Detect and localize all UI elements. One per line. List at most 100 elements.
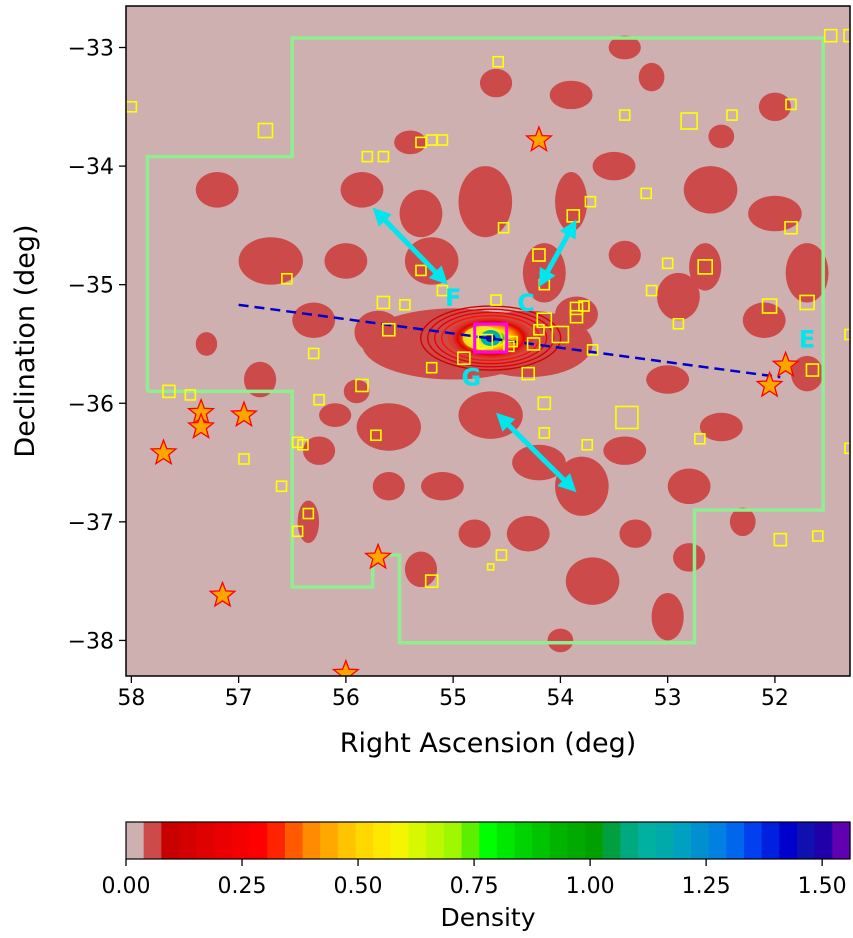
x-tick-label-2: 56 xyxy=(332,686,360,711)
colorbar-cell-32 xyxy=(691,822,710,859)
square-marker-18 xyxy=(784,220,798,235)
plot-area: F C E G xyxy=(125,5,851,677)
arrow-head-start-2 xyxy=(496,412,516,432)
arrow-head-end-0 xyxy=(428,265,448,285)
square-marker-35 xyxy=(672,318,685,330)
colorbar-cell-0 xyxy=(126,822,145,859)
density-blob-45 xyxy=(302,436,336,465)
colorbar-cell-5 xyxy=(214,822,233,859)
colorbar-cell-40 xyxy=(832,822,851,859)
square-marker-13 xyxy=(843,28,850,43)
density-blob-4 xyxy=(689,243,722,291)
square-marker-32 xyxy=(569,309,584,324)
star-marker-8 xyxy=(755,370,784,398)
contour-ring-1 xyxy=(426,308,555,368)
density-blob-17 xyxy=(656,272,700,321)
colorbar-tick-label-2: 0.50 xyxy=(334,874,383,899)
arrow-1 xyxy=(538,219,577,288)
density-blob-23 xyxy=(243,361,277,398)
density-blob-9 xyxy=(399,189,443,238)
x-tick-label-3: 55 xyxy=(439,686,467,711)
square-marker-56 xyxy=(538,427,551,439)
square-marker-49 xyxy=(805,363,820,377)
y-axis-title: Declination (deg) xyxy=(10,224,41,457)
density-blob-20 xyxy=(195,172,239,208)
density-blob-15 xyxy=(785,243,829,303)
x-tick-label-5: 53 xyxy=(654,686,682,711)
survey-footprint xyxy=(145,36,825,645)
density-blob-16 xyxy=(742,302,786,339)
star-marker-0 xyxy=(524,125,554,152)
square-marker-48 xyxy=(521,366,536,381)
density-blob-35 xyxy=(404,551,438,588)
colorbar-cell-33 xyxy=(708,822,727,859)
colorbar-cell-11 xyxy=(320,822,339,859)
colorbar-tick-label-5: 1.25 xyxy=(682,874,731,899)
colorbar-cell-7 xyxy=(249,822,268,859)
square-marker-63 xyxy=(275,480,288,493)
square-marker-10 xyxy=(726,109,738,121)
square-marker-61 xyxy=(291,436,304,449)
x-tick-label-0: 58 xyxy=(117,686,145,711)
square-marker-70 xyxy=(773,532,788,547)
star-marker-5 xyxy=(208,580,237,608)
square-marker-55 xyxy=(615,405,639,430)
density-blob-53 xyxy=(619,519,652,548)
square-marker-57 xyxy=(370,429,382,442)
y-tick-label-0: −38 xyxy=(68,629,114,654)
star-markers xyxy=(149,125,800,676)
square-marker-3 xyxy=(377,150,390,163)
square-marker-9 xyxy=(680,112,698,130)
star-marker-6 xyxy=(363,542,393,570)
colorbar-cell-1 xyxy=(143,822,162,859)
colorbar-cell-9 xyxy=(284,822,304,859)
square-marker-26 xyxy=(436,284,449,297)
density-blob-41 xyxy=(479,68,513,98)
density-blob-10 xyxy=(458,166,513,238)
density-blob-29 xyxy=(565,557,620,605)
arrow-head-end-1 xyxy=(559,219,577,240)
square-marker-51 xyxy=(184,389,197,401)
square-marker-7 xyxy=(492,55,504,68)
colorbar-cell-19 xyxy=(461,822,480,859)
colorbar-cell-34 xyxy=(726,822,745,859)
colorbar-cell-4 xyxy=(196,822,215,859)
density-blob-34 xyxy=(458,519,491,548)
colorbar-cells xyxy=(126,822,851,859)
square-marker-2 xyxy=(361,150,374,163)
arrow-head-end-2 xyxy=(557,473,577,493)
square-marker-31 xyxy=(578,300,590,312)
square-marker-54 xyxy=(537,396,552,411)
y-tick-label-3: −35 xyxy=(68,274,114,299)
square-marker-50 xyxy=(162,384,176,399)
star-marker-3 xyxy=(229,400,259,428)
square-marker-43 xyxy=(381,322,396,337)
colorbar-cell-6 xyxy=(231,822,251,859)
density-blob-24 xyxy=(356,403,421,451)
density-blob-13 xyxy=(683,166,738,214)
colorbar-cell-36 xyxy=(761,822,780,859)
annotation-C: C xyxy=(517,289,535,317)
square-marker-22 xyxy=(661,257,674,270)
square-marker-42 xyxy=(551,325,570,344)
colorbar-ticks: 0.00 0.25 0.50 0.75 1.00 1.25 1.50 xyxy=(102,859,847,899)
arrow-shaft-0 xyxy=(380,215,440,277)
x-tick-label-6: 52 xyxy=(761,686,789,711)
y-tick-label-4: −34 xyxy=(68,155,114,180)
square-marker-27 xyxy=(376,295,391,310)
density-blob-33 xyxy=(372,472,405,501)
square-marker-73 xyxy=(424,574,439,588)
density-blob-44 xyxy=(394,130,427,155)
square-marker-23 xyxy=(697,259,714,275)
arrow-head-start-0 xyxy=(372,207,392,227)
colorbar-cell-14 xyxy=(373,822,392,859)
square-marker-62 xyxy=(238,453,250,465)
x-tick-label-1: 57 xyxy=(225,686,253,711)
square-marker-44 xyxy=(586,344,599,356)
density-blob-14 xyxy=(748,195,802,232)
colorbar-cell-16 xyxy=(408,822,427,859)
density-blob-46 xyxy=(646,365,690,394)
density-blob-49 xyxy=(708,124,735,149)
density-blob-12 xyxy=(592,151,636,181)
